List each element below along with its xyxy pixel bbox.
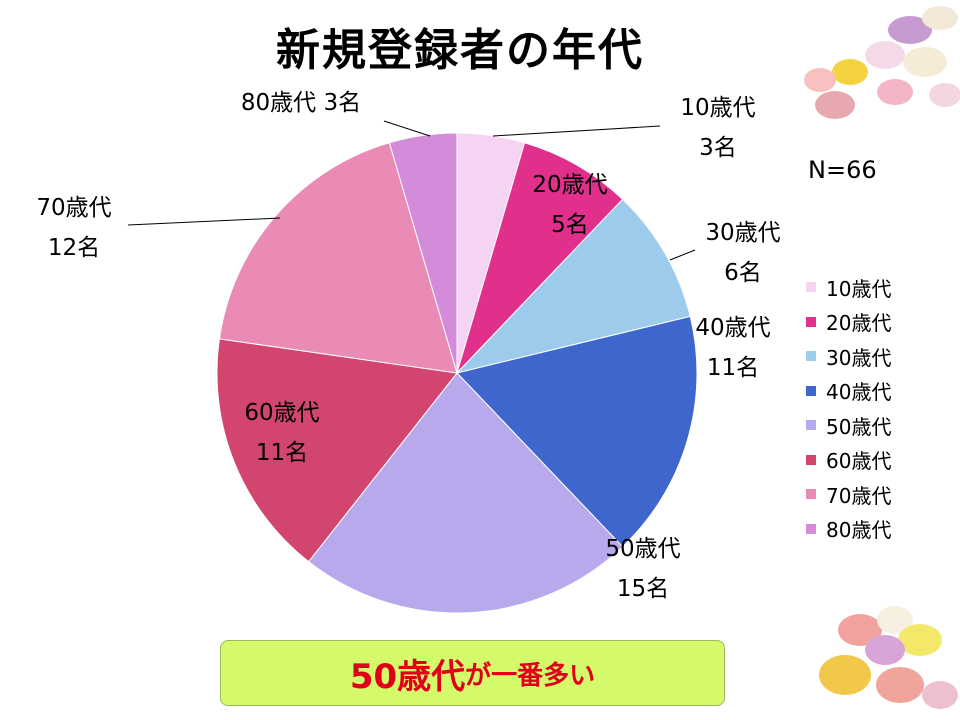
legend-item-4: 40歳代 xyxy=(806,374,891,409)
callout-text: が一番多い xyxy=(465,660,596,691)
legend-swatch-8 xyxy=(806,523,816,534)
pie-slice-3 xyxy=(455,198,691,374)
callout-highlight: 50歳代 xyxy=(349,656,466,697)
slice-category-label-3: 30歳代 xyxy=(705,220,780,246)
legend-item-1: 10歳代 xyxy=(806,270,891,305)
legend-item-8: 80歳代 xyxy=(806,512,891,547)
legend-label-4: 40歳代 xyxy=(826,380,892,405)
chart-legend: 10歳代 20歳代 30歳代 40歳代 50歳代 60歳代 70歳代 80歳代 xyxy=(806,270,891,546)
legend-swatch-7 xyxy=(806,489,816,500)
legend-swatch-4 xyxy=(806,385,816,396)
slice-value-label-6: 11名 xyxy=(256,440,308,466)
slice-value-label-1: 3名 xyxy=(699,135,737,161)
legend-swatch-2 xyxy=(806,316,816,327)
pie-slice-2 xyxy=(456,142,624,374)
legend-swatch-6 xyxy=(806,454,816,465)
pie-slice-4 xyxy=(456,315,698,548)
legend-label-8: 80歳代 xyxy=(826,518,892,543)
legend-label-7: 70歳代 xyxy=(826,483,892,508)
legend-item-6: 60歳代 xyxy=(806,443,891,478)
sample-size-label: N=66 xyxy=(808,156,877,184)
legend-swatch-3 xyxy=(806,351,816,362)
slice-value-label-5: 15名 xyxy=(617,576,669,602)
legend-label-2: 20歳代 xyxy=(826,311,892,336)
legend-label-6: 60歳代 xyxy=(826,449,892,474)
pie-slice-5 xyxy=(307,372,624,614)
pie-slice-7 xyxy=(218,142,458,374)
chart-title: 新規登録者の年代 xyxy=(276,25,644,76)
slice-label-8: 80歳代 3名 xyxy=(241,90,361,116)
legend-swatch-1 xyxy=(806,282,816,293)
legend-item-3: 30歳代 xyxy=(806,339,891,374)
legend-swatch-5 xyxy=(806,420,816,431)
legend-label-5: 50歳代 xyxy=(826,414,892,439)
candy-eggs-top-image xyxy=(804,6,960,119)
slice-category-label-6: 60歳代 xyxy=(244,400,319,426)
slice-category-label-7: 70歳代 xyxy=(36,195,111,221)
legend-item-5: 50歳代 xyxy=(806,408,891,443)
slice-category-label-1: 10歳代 xyxy=(680,95,755,121)
pie-slice-8 xyxy=(388,132,458,374)
leader-line-7 xyxy=(127,217,281,226)
slice-value-label-3: 6名 xyxy=(724,260,762,286)
slice-value-label-2: 5名 xyxy=(551,212,589,238)
slice-category-label-2: 20歳代 xyxy=(532,172,607,198)
pie-slice-6 xyxy=(216,338,458,563)
slice-category-label-5: 50歳代 xyxy=(605,536,680,562)
slice-category-label-4: 40歳代 xyxy=(695,315,770,341)
slice-value-label-4: 11名 xyxy=(707,355,759,381)
legend-label-1: 10歳代 xyxy=(826,276,892,301)
slice-value-label-7: 12名 xyxy=(48,235,100,261)
legend-item-2: 20歳代 xyxy=(806,305,891,340)
callout-box: 50歳代 が一番多い xyxy=(220,640,725,706)
leader-line-1 xyxy=(492,125,661,137)
legend-label-3: 30歳代 xyxy=(826,345,892,370)
leader-line-3 xyxy=(669,249,696,261)
legend-item-7: 70歳代 xyxy=(806,477,891,512)
leader-line-8 xyxy=(383,120,431,137)
candy-eggs-bottom-image xyxy=(819,606,958,709)
